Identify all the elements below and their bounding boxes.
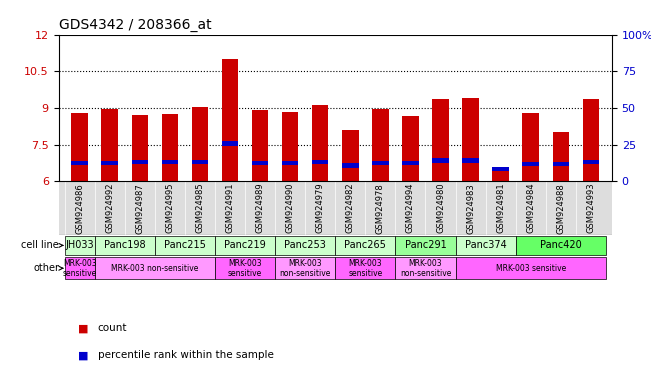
- Text: ■: ■: [78, 323, 89, 333]
- Bar: [222, 59, 238, 181]
- Bar: [312, 160, 329, 164]
- Bar: [222, 141, 238, 146]
- Text: GSM924984: GSM924984: [526, 183, 535, 233]
- Bar: [252, 161, 268, 165]
- FancyBboxPatch shape: [456, 257, 606, 279]
- FancyBboxPatch shape: [275, 236, 335, 255]
- Bar: [372, 109, 389, 181]
- Bar: [492, 169, 509, 181]
- Bar: [72, 161, 88, 165]
- Text: GSM924988: GSM924988: [557, 183, 565, 233]
- FancyBboxPatch shape: [94, 257, 215, 279]
- Text: GSM924989: GSM924989: [256, 183, 264, 233]
- Text: GSM924995: GSM924995: [165, 183, 174, 233]
- Text: GSM924983: GSM924983: [466, 183, 475, 233]
- Bar: [342, 163, 359, 168]
- Text: GSM924990: GSM924990: [286, 183, 295, 233]
- Bar: [432, 159, 449, 163]
- Text: GSM924982: GSM924982: [346, 183, 355, 233]
- Text: MRK-003
sensitive: MRK-003 sensitive: [228, 258, 262, 278]
- Bar: [372, 161, 389, 165]
- Text: count: count: [98, 323, 127, 333]
- FancyBboxPatch shape: [215, 257, 275, 279]
- Text: Panc291: Panc291: [405, 240, 447, 250]
- Bar: [282, 161, 298, 165]
- Text: Panc215: Panc215: [164, 240, 206, 250]
- Bar: [402, 161, 419, 165]
- Text: MRK-003
non-sensitive: MRK-003 non-sensitive: [400, 258, 451, 278]
- Text: MRK-003 sensitive: MRK-003 sensitive: [495, 264, 566, 273]
- Bar: [312, 106, 329, 181]
- Bar: [402, 116, 419, 181]
- Text: Panc374: Panc374: [465, 240, 506, 250]
- Text: MRK-003 non-sensitive: MRK-003 non-sensitive: [111, 264, 199, 273]
- Text: MRK-003
sensitive: MRK-003 sensitive: [62, 258, 97, 278]
- FancyBboxPatch shape: [395, 257, 456, 279]
- FancyBboxPatch shape: [335, 257, 395, 279]
- Text: Panc219: Panc219: [224, 240, 266, 250]
- FancyBboxPatch shape: [94, 236, 155, 255]
- Text: MRK-003
non-sensitive: MRK-003 non-sensitive: [279, 258, 331, 278]
- FancyBboxPatch shape: [275, 257, 335, 279]
- Text: Panc198: Panc198: [104, 240, 146, 250]
- FancyBboxPatch shape: [456, 236, 516, 255]
- Bar: [102, 161, 118, 165]
- Text: GSM924987: GSM924987: [135, 183, 145, 233]
- Bar: [161, 114, 178, 181]
- Bar: [462, 98, 479, 181]
- Text: cell line: cell line: [21, 240, 62, 250]
- FancyBboxPatch shape: [215, 236, 275, 255]
- Text: GSM924986: GSM924986: [75, 183, 84, 233]
- Text: GSM924985: GSM924985: [195, 183, 204, 233]
- Text: GSM924992: GSM924992: [105, 183, 114, 233]
- Bar: [553, 162, 569, 167]
- Text: GSM924979: GSM924979: [316, 183, 325, 233]
- Bar: [191, 160, 208, 164]
- Text: Panc420: Panc420: [540, 240, 582, 250]
- Text: other: other: [33, 263, 62, 273]
- FancyBboxPatch shape: [395, 236, 456, 255]
- Bar: [462, 159, 479, 163]
- FancyBboxPatch shape: [335, 236, 395, 255]
- Bar: [342, 130, 359, 181]
- Bar: [72, 113, 88, 181]
- Text: GSM924980: GSM924980: [436, 183, 445, 233]
- Text: GSM924981: GSM924981: [496, 183, 505, 233]
- Bar: [492, 167, 509, 171]
- Text: Panc253: Panc253: [284, 240, 326, 250]
- Bar: [553, 132, 569, 181]
- Bar: [102, 109, 118, 181]
- Bar: [132, 160, 148, 164]
- Text: percentile rank within the sample: percentile rank within the sample: [98, 350, 273, 360]
- Bar: [523, 113, 539, 181]
- Bar: [282, 111, 298, 181]
- Text: GDS4342 / 208366_at: GDS4342 / 208366_at: [59, 18, 211, 32]
- FancyBboxPatch shape: [155, 236, 215, 255]
- Bar: [191, 107, 208, 181]
- FancyBboxPatch shape: [516, 236, 606, 255]
- Text: GSM924991: GSM924991: [225, 183, 234, 233]
- Bar: [132, 115, 148, 181]
- FancyBboxPatch shape: [64, 236, 94, 255]
- Text: GSM924993: GSM924993: [587, 183, 596, 233]
- Text: JH033: JH033: [65, 240, 94, 250]
- Text: GSM924994: GSM924994: [406, 183, 415, 233]
- Bar: [583, 160, 599, 164]
- Bar: [523, 162, 539, 167]
- FancyBboxPatch shape: [64, 257, 94, 279]
- Bar: [161, 160, 178, 164]
- Bar: [432, 99, 449, 181]
- Bar: [583, 99, 599, 181]
- Bar: [252, 110, 268, 181]
- Text: MRK-003
sensitive: MRK-003 sensitive: [348, 258, 383, 278]
- Text: GSM924978: GSM924978: [376, 183, 385, 233]
- Text: Panc265: Panc265: [344, 240, 386, 250]
- Text: ■: ■: [78, 350, 89, 360]
